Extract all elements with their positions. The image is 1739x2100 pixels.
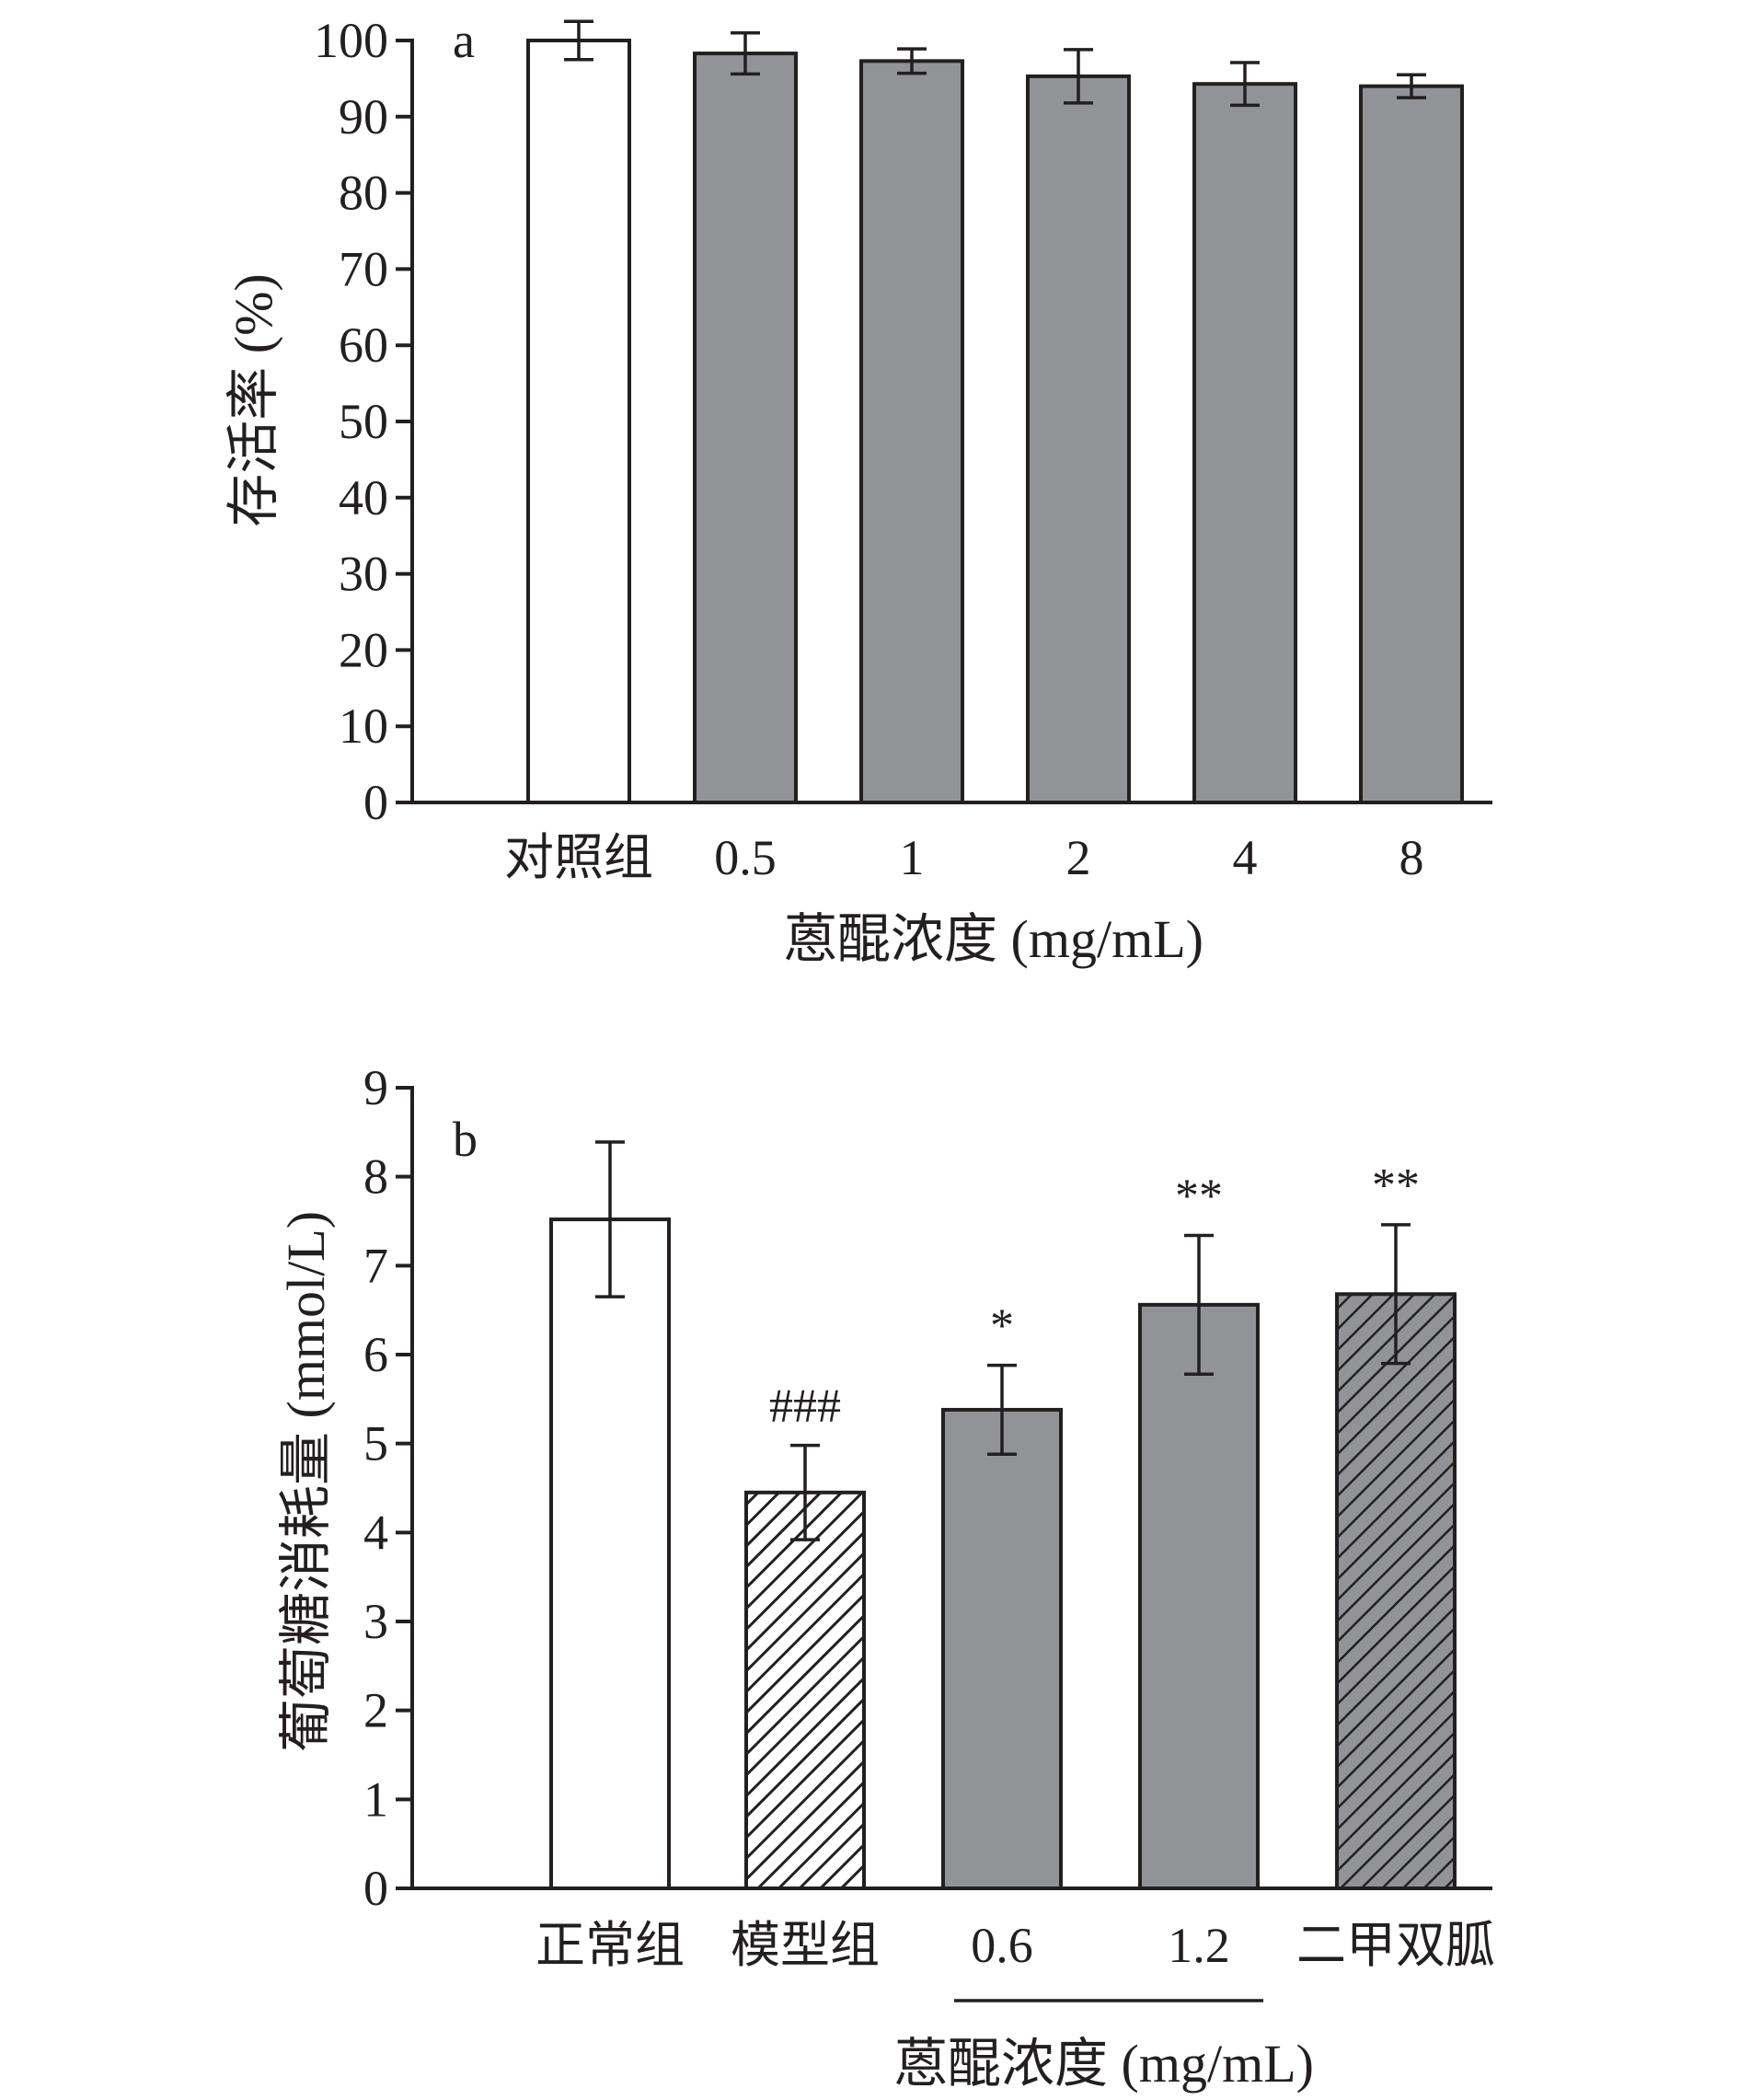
y-tick-label: 0 (363, 1861, 388, 1916)
y-tick-label: 0 (363, 775, 388, 830)
y-tick-label: 2 (363, 1683, 388, 1738)
y-tick-label: 1 (363, 1771, 388, 1827)
bar-1.2 (1138, 1302, 1260, 1891)
panel-label-a: a (453, 13, 475, 68)
y-tick-label: 7 (363, 1238, 388, 1293)
y-tick-label: 10 (339, 698, 388, 754)
y-tick-label: 4 (363, 1505, 388, 1560)
bar-对照组 (526, 39, 631, 804)
x-tick-label: 对照组 (504, 830, 653, 885)
x-tick-label: 0.6 (971, 1918, 1033, 1973)
x-tick-label: 1 (900, 830, 925, 885)
y-tick-label: 6 (363, 1327, 388, 1382)
x-tick-label: 8 (1399, 830, 1424, 885)
significance-label: ** (1372, 1160, 1420, 1212)
x-axis-title-a: 蒽醌浓度 (mg/mL) (784, 909, 1203, 969)
y-axis-title-b: 葡萄糖消耗量 (mmol/L) (276, 1211, 336, 1752)
significance-label: ** (1175, 1170, 1223, 1222)
bar-0.6 (941, 1407, 1063, 1890)
x-axis-title-b: 蒽醌浓度 (mg/mL) (894, 2034, 1314, 2094)
bar-模型组 (744, 1490, 866, 1891)
bar-2 (1026, 74, 1131, 804)
y-tick-label: 100 (314, 13, 388, 68)
x-tick-label: 4 (1233, 830, 1258, 885)
bar-正常组 (549, 1217, 671, 1890)
y-axis-title-a: 存活率 (%) (224, 273, 283, 526)
x-tick-label: 二甲双胍 (1296, 1918, 1495, 1973)
y-tick-label: 30 (339, 547, 388, 602)
y-tick-label: 5 (363, 1416, 388, 1471)
y-tick-label: 70 (339, 241, 388, 296)
chart-panel-a: a 存活率 (%) 蒽醌浓度 (mg/mL) 01020304050607080… (224, 13, 1492, 969)
y-tick-label: 20 (339, 622, 388, 677)
y-tick-label: 40 (339, 470, 388, 525)
y-tick-label: 3 (363, 1594, 388, 1649)
bar-0.5 (693, 52, 798, 805)
significance-label: * (990, 1300, 1014, 1353)
y-tick-label: 60 (339, 317, 388, 373)
x-tick-label: 2 (1066, 830, 1091, 885)
bar-4 (1192, 82, 1297, 805)
chart-panel-b: b 葡萄糖消耗量 (mmol/L) 蒽醌浓度 (mg/mL) 0 1 2 3 4 5 6 7 8… (276, 1060, 1495, 2094)
bar-1 (859, 59, 964, 804)
y-tick-label: 50 (339, 394, 388, 449)
x-tick-label: 0.5 (714, 830, 777, 885)
bar-8 (1359, 84, 1464, 805)
y-tick-label: 9 (363, 1060, 388, 1115)
y-tick-label: 80 (339, 166, 388, 221)
x-tick-label: 正常组 (536, 1918, 685, 1973)
bar-二甲双胍 (1335, 1292, 1457, 1891)
significance-label: ### (769, 1380, 841, 1433)
y-tick-label: 8 (363, 1149, 388, 1205)
panel-label-b: b (453, 1112, 478, 1167)
x-tick-label: 1.2 (1168, 1918, 1230, 1973)
y-tick-label: 90 (339, 89, 388, 144)
x-tick-label: 模型组 (731, 1918, 880, 1973)
